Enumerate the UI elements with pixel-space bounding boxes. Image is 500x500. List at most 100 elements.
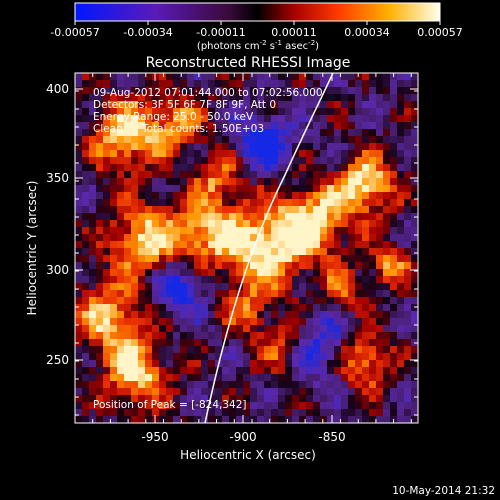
image-pixel: [180, 283, 187, 290]
image-pixel: [173, 115, 180, 122]
image-pixel: [369, 367, 376, 374]
image-pixel: [96, 101, 103, 108]
image-pixel: [264, 73, 271, 80]
image-pixel: [348, 80, 355, 87]
image-pixel: [348, 143, 355, 150]
image-pixel: [334, 339, 341, 346]
image-pixel: [201, 101, 208, 108]
image-pixel: [152, 178, 159, 185]
image-pixel: [124, 185, 131, 192]
image-pixel: [89, 87, 96, 94]
image-pixel: [159, 388, 166, 395]
image-pixel: [327, 311, 334, 318]
image-pixel: [341, 304, 348, 311]
image-pixel: [187, 220, 194, 227]
image-pixel: [257, 73, 264, 80]
image-pixel: [271, 360, 278, 367]
image-pixel: [411, 395, 418, 402]
image-pixel: [159, 381, 166, 388]
image-pixel: [243, 353, 250, 360]
image-pixel: [152, 346, 159, 353]
image-pixel: [82, 276, 89, 283]
image-pixel: [411, 332, 418, 339]
image-pixel: [187, 108, 194, 115]
image-pixel: [376, 101, 383, 108]
image-pixel: [313, 227, 320, 234]
image-pixel: [257, 409, 264, 416]
image-pixel: [166, 227, 173, 234]
image-pixel: [159, 367, 166, 374]
image-pixel: [222, 157, 229, 164]
image-pixel: [341, 164, 348, 171]
image-pixel: [376, 178, 383, 185]
image-pixel: [404, 332, 411, 339]
image-pixel: [362, 402, 369, 409]
image-pixel: [152, 381, 159, 388]
image-pixel: [201, 136, 208, 143]
image-pixel: [166, 129, 173, 136]
image-pixel: [264, 332, 271, 339]
image-pixel: [131, 171, 138, 178]
image-pixel: [355, 143, 362, 150]
image-pixel: [180, 318, 187, 325]
image-pixel: [404, 416, 411, 423]
image-pixel: [355, 262, 362, 269]
image-pixel: [166, 318, 173, 325]
image-pixel: [145, 276, 152, 283]
image-pixel: [250, 192, 257, 199]
image-pixel: [299, 108, 306, 115]
image-pixel: [313, 276, 320, 283]
image-pixel: [89, 129, 96, 136]
image-pixel: [362, 367, 369, 374]
image-pixel: [236, 304, 243, 311]
image-pixel: [348, 409, 355, 416]
image-pixel: [152, 262, 159, 269]
image-pixel: [82, 325, 89, 332]
image-pixel: [117, 73, 124, 80]
image-pixel: [187, 157, 194, 164]
image-pixel: [89, 409, 96, 416]
image-pixel: [341, 262, 348, 269]
image-pixel: [145, 213, 152, 220]
image-pixel: [376, 129, 383, 136]
image-pixel: [376, 395, 383, 402]
image-pixel: [250, 311, 257, 318]
image-pixel: [229, 220, 236, 227]
image-pixel: [264, 339, 271, 346]
image-pixel: [327, 409, 334, 416]
image-pixel: [194, 381, 201, 388]
image-pixel: [355, 122, 362, 129]
image-pixel: [96, 129, 103, 136]
image-pixel: [348, 255, 355, 262]
image-pixel: [411, 409, 418, 416]
image-pixel: [215, 409, 222, 416]
image-pixel: [187, 199, 194, 206]
image-pixel: [376, 136, 383, 143]
image-pixel: [306, 143, 313, 150]
image-pixel: [131, 248, 138, 255]
image-pixel: [369, 290, 376, 297]
image-pixel: [236, 87, 243, 94]
image-pixel: [138, 227, 145, 234]
image-pixel: [278, 360, 285, 367]
image-pixel: [299, 262, 306, 269]
image-pixel: [75, 227, 82, 234]
image-pixel: [334, 164, 341, 171]
image-pixel: [271, 136, 278, 143]
image-pixel: [327, 171, 334, 178]
image-pixel: [243, 388, 250, 395]
image-pixel: [229, 318, 236, 325]
image-pixel: [313, 157, 320, 164]
image-pixel: [306, 227, 313, 234]
image-pixel: [208, 220, 215, 227]
image-pixel: [313, 367, 320, 374]
image-pixel: [110, 283, 117, 290]
image-pixel: [285, 388, 292, 395]
image-pixel: [159, 129, 166, 136]
image-pixel: [271, 388, 278, 395]
image-pixel: [285, 122, 292, 129]
image-pixel: [124, 346, 131, 353]
image-pixel: [264, 171, 271, 178]
image-pixel: [411, 129, 418, 136]
image-pixel: [341, 311, 348, 318]
